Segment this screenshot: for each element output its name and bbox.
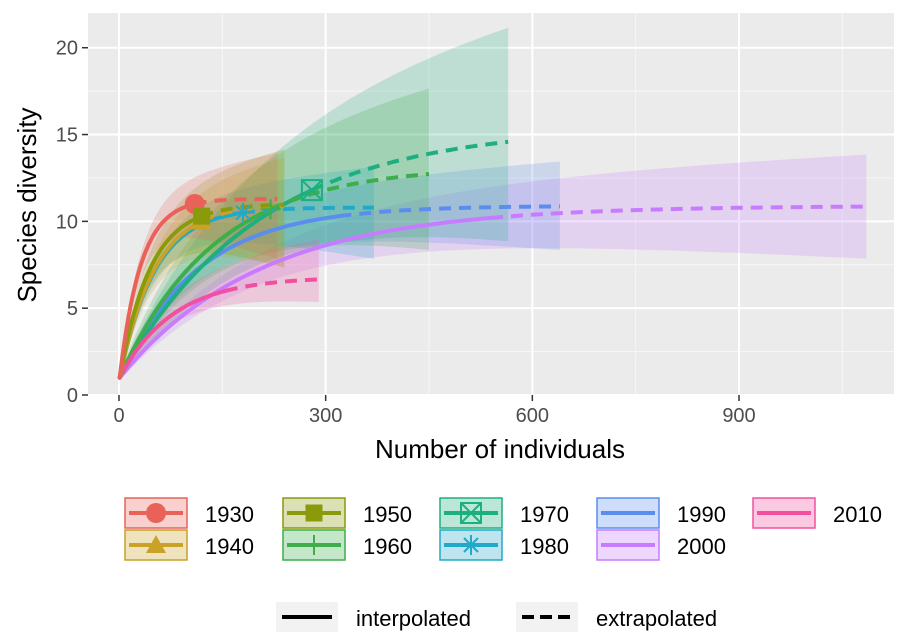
- legend-key-1950: [282, 497, 346, 529]
- legend-series: 1930 1940 1950 1960 1970 1980 1990 2000 2010: [124, 497, 882, 561]
- legend-label-2000: 2000: [677, 534, 726, 559]
- legend-key-2010: [752, 497, 816, 529]
- legend-marker-1960: [304, 535, 324, 555]
- x-axis-title: Number of individuals: [375, 434, 625, 464]
- legend-label-1930: 1930: [205, 502, 254, 527]
- ribbon-1960: [119, 88, 429, 381]
- interpolated-line-2010: [117, 288, 228, 380]
- legend-key-1930: [124, 497, 188, 529]
- extrapolated-line-1970: [311, 139, 509, 192]
- extrapolated-line-1990: [338, 204, 560, 219]
- legend-key-1960: [282, 529, 346, 561]
- legend-key-1940: [124, 529, 188, 561]
- y-tick-label: 15: [56, 125, 78, 147]
- y-tick-label: 10: [56, 211, 78, 233]
- ribbon-1970: [119, 27, 509, 381]
- legend-marker-1950: [305, 504, 323, 522]
- legend-label-1940: 1940: [205, 534, 254, 559]
- legend-key-2000: [596, 529, 660, 561]
- x-tick-label: 300: [309, 405, 342, 427]
- extrapolated-line-2010: [225, 277, 319, 293]
- legend-key-1970: [439, 497, 503, 529]
- legend-key-1990: [596, 497, 660, 529]
- legend-marker-1940: [146, 535, 166, 553]
- legend-marker-1980: [461, 535, 481, 555]
- x-tick-label: 900: [722, 405, 755, 427]
- legend-label-1960: 1960: [363, 534, 412, 559]
- y-axis: 0 5 10 15 20: [56, 38, 88, 407]
- grid-minor: [88, 13, 894, 395]
- observed-point-1980: [233, 202, 253, 223]
- legend-label-2010: 2010: [833, 502, 882, 527]
- legend-marker-1930: [146, 503, 166, 523]
- ribbon-1990: [119, 161, 560, 381]
- ribbon-1930: [119, 152, 278, 381]
- x-tick-label: 600: [516, 405, 549, 427]
- grid-major: [88, 13, 894, 396]
- legend-key-1980: [439, 529, 503, 561]
- x-axis: 0 300 600 900: [113, 395, 756, 427]
- linetype-label-extrapolated: extrapolated: [596, 606, 717, 631]
- legend-marker-1970: [460, 502, 482, 524]
- series-markers: [184, 179, 323, 230]
- observed-point-1950: [193, 207, 211, 225]
- ribbon-2000: [119, 154, 867, 381]
- y-tick-label: 0: [67, 385, 78, 407]
- y-tick-label: 5: [67, 298, 78, 320]
- ribbon-2010: [119, 239, 319, 381]
- legend-linetype: interpolated extrapolated: [276, 602, 717, 632]
- legend-label-1990: 1990: [677, 502, 726, 527]
- extrapolated-line-2000: [490, 204, 867, 220]
- observed-point-1970: [300, 179, 323, 202]
- y-axis-title: Species diversity: [12, 107, 42, 302]
- interpolated-line-1930: [117, 202, 197, 380]
- observed-point-1960: [260, 199, 281, 220]
- legend-label-1950: 1950: [363, 502, 412, 527]
- legend-label-1980: 1980: [520, 534, 569, 559]
- interpolated-line-2000: [117, 215, 493, 380]
- legend-label-1970: 1970: [520, 502, 569, 527]
- linetype-label-interpolated: interpolated: [356, 606, 471, 631]
- x-tick-label: 0: [113, 405, 124, 427]
- y-tick-label: 20: [56, 38, 78, 60]
